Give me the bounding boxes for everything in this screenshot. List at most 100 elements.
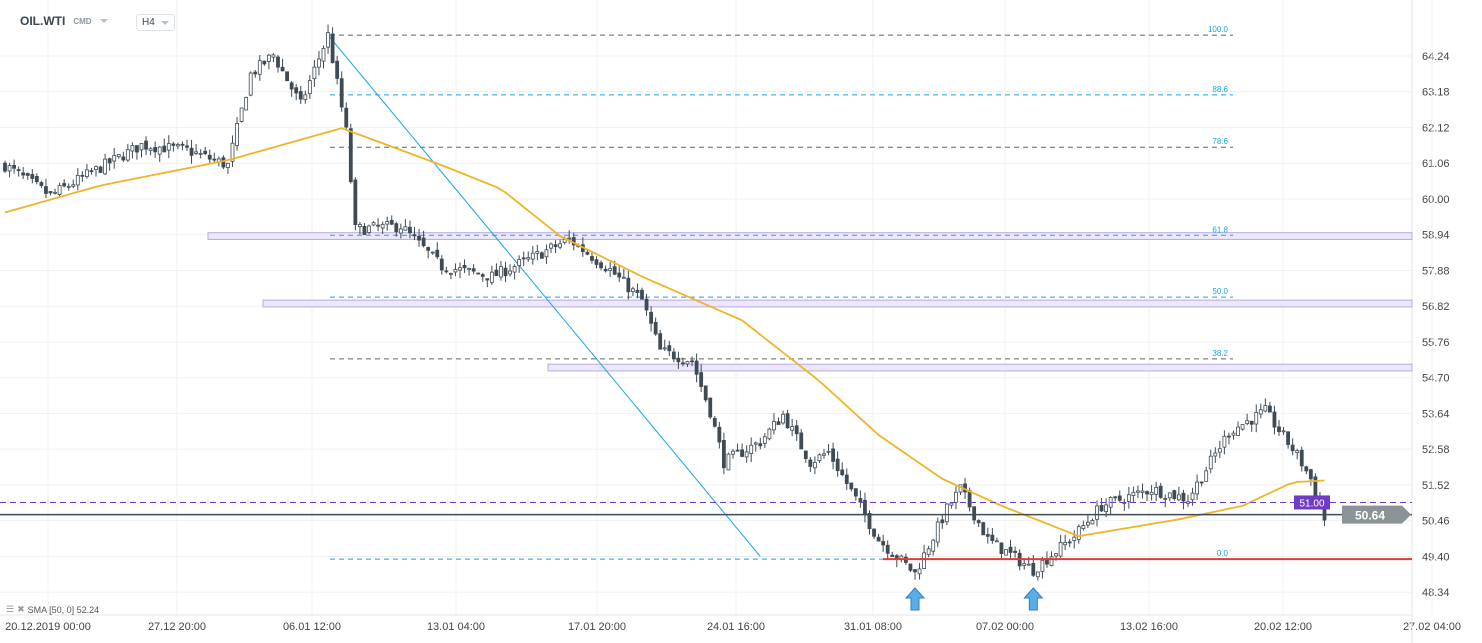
candle [85,163,89,179]
symbol-name: OIL.WTI [20,14,66,28]
candle [317,50,321,76]
candle-body [635,290,640,293]
candle-body [230,142,235,162]
price-zone [547,363,1413,372]
candle-body [662,347,667,350]
symbol-dropdown-icon[interactable] [99,19,108,23]
candle [708,397,713,419]
candle [1281,426,1286,436]
candle-body [749,444,754,454]
candle [1035,571,1040,581]
candle-body [1054,553,1058,557]
candle [849,482,854,492]
candle [53,188,57,195]
x-tick-label: 13.01 04:00 [427,621,485,633]
candle [813,456,817,475]
fib-level-label: 78.6 [1212,137,1228,146]
candle-body [881,541,886,546]
candle-body [280,66,285,72]
candle-body [922,552,926,569]
candle-body [503,267,508,277]
candle [203,147,208,156]
candle-body [1022,563,1027,566]
candle [289,80,294,97]
candle [1263,398,1268,413]
candle [653,317,658,336]
candle-body [731,450,735,455]
candle [649,306,653,332]
indicator-settings-icon[interactable]: ☰ [6,604,15,614]
indicator-remove-icon[interactable]: ✖ [17,604,25,614]
candle [212,152,217,163]
timeframe-select[interactable]: H4 [136,14,175,31]
x-tick-label: 31.01 08:00 [844,621,902,633]
candle [1231,430,1236,440]
x-tick-label: 27.12 20:00 [148,621,206,633]
candle [57,182,62,198]
candle-body [1095,505,1099,520]
candle-body [144,140,148,150]
x-tick-label: 06.01 12:00 [283,621,341,633]
candle [1072,530,1077,549]
candle-body [1290,444,1295,452]
current-price-badge [1342,505,1411,524]
indicator-legend: ☰ ✖ SMA [50, 0] 52.24 [6,604,99,615]
candle-body [189,147,194,156]
candle-body [508,270,512,275]
candle-body [489,271,494,283]
candle-body [972,506,977,521]
candle [644,293,649,316]
candle [1013,546,1017,558]
candle [949,501,954,509]
candle-body [94,166,98,171]
candle-body [1272,411,1277,428]
candle-body [262,60,267,65]
candle [508,264,512,277]
candle-body [653,321,658,335]
candle-body [1076,526,1081,540]
candle-body [512,266,517,273]
y-tick-label: 53.64 [1422,408,1450,420]
candle [995,537,999,543]
candle [66,183,71,191]
candle [717,422,722,449]
candle [1136,485,1140,499]
candle-body [794,425,799,435]
candle [544,244,549,264]
candle [671,348,676,363]
candle [385,216,390,231]
indicator-label: SMA [50, 0] 52.24 [27,604,100,615]
candle-body [585,251,590,255]
candle [157,146,162,162]
candle-body [521,257,526,260]
candle [1081,520,1086,531]
candle [408,220,412,239]
y-tick-label: 54.70 [1422,373,1450,385]
candle [75,168,80,191]
candle [262,60,267,66]
y-tick-label: 49.40 [1422,551,1450,563]
candle-body [1268,405,1272,413]
candle [162,138,167,153]
candle-body [135,145,139,153]
candle [940,514,945,529]
candle-body [1177,494,1181,501]
candle [98,165,103,174]
candle [553,240,558,253]
candle-body [412,234,417,237]
candle [1199,481,1204,487]
candle-body [30,174,35,179]
candle [749,437,754,463]
candle-body [48,191,53,194]
candle [94,165,98,177]
candle [517,255,522,273]
candle-body [339,78,344,108]
candle-body [1172,490,1177,500]
candle [412,226,417,241]
candle [1308,468,1313,486]
candle-body [530,252,535,260]
candle-body [658,333,663,350]
candle-body [703,385,708,401]
